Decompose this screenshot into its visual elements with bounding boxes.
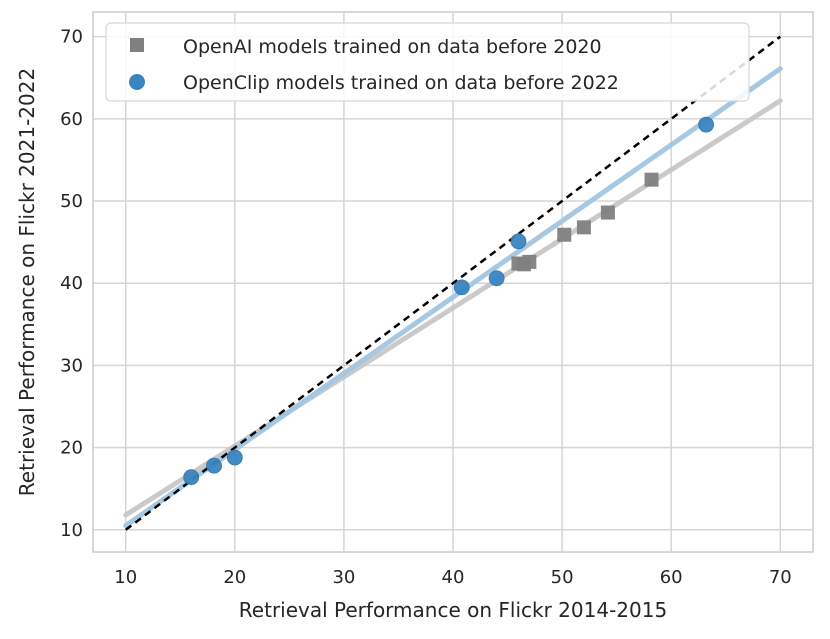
x-tick-label: 50	[551, 567, 574, 588]
x-tick-label: 30	[332, 567, 355, 588]
y-tick-label: 40	[60, 273, 83, 294]
openai-data-point	[644, 172, 659, 187]
openai-fit-line	[123, 98, 783, 518]
x-tick-label: 40	[442, 567, 465, 588]
openclip-data-point	[183, 469, 200, 486]
y-tick-label: 10	[60, 520, 83, 541]
legend-label-openclip: OpenClip models trained on data before 2…	[183, 72, 619, 94]
openai-data-point	[557, 227, 572, 242]
legend-box	[105, 22, 750, 102]
legend-label-openai: OpenAI models trained on data before 202…	[183, 36, 602, 58]
x-tick-labels: 10 20 30 40 50 60 70	[114, 567, 791, 588]
identity-reference-line	[124, 35, 782, 531]
fit-lines	[123, 66, 783, 529]
openai-data-point	[600, 205, 615, 220]
legend-marker-openclip	[129, 74, 145, 90]
y-tick-label: 50	[60, 191, 83, 212]
x-tick-label: 70	[769, 567, 792, 588]
openai-data-point	[522, 254, 537, 269]
legend-marker-openai	[130, 38, 144, 52]
reference-line-group	[124, 35, 782, 531]
y-tick-labels: 10 20 30 40 50 60 70	[60, 27, 83, 541]
y-tick-label: 60	[60, 109, 83, 130]
openclip-data-point	[698, 116, 714, 133]
y-tick-label: 70	[60, 27, 83, 48]
y-tick-label: 20	[60, 438, 83, 459]
openclip-data-point	[206, 457, 222, 474]
x-tick-label: 20	[223, 567, 246, 588]
x-tick-label: 10	[114, 567, 137, 588]
openclip-fit-line	[123, 66, 783, 529]
legend: OpenAI models trained on data before 202…	[105, 22, 750, 102]
y-axis-label: Retrieval Performance on Flickr 2021-202…	[15, 68, 39, 496]
openclip-data-point	[226, 449, 243, 466]
openclip-data-point	[488, 270, 505, 287]
data-points	[183, 116, 714, 486]
y-tick-label: 30	[60, 355, 83, 376]
openclip-data-point	[510, 233, 527, 250]
x-axis-label: Retrieval Performance on Flickr 2014-201…	[239, 598, 667, 622]
openclip-data-point	[453, 279, 470, 296]
x-tick-label: 60	[660, 567, 683, 588]
openai-data-point	[576, 220, 591, 235]
